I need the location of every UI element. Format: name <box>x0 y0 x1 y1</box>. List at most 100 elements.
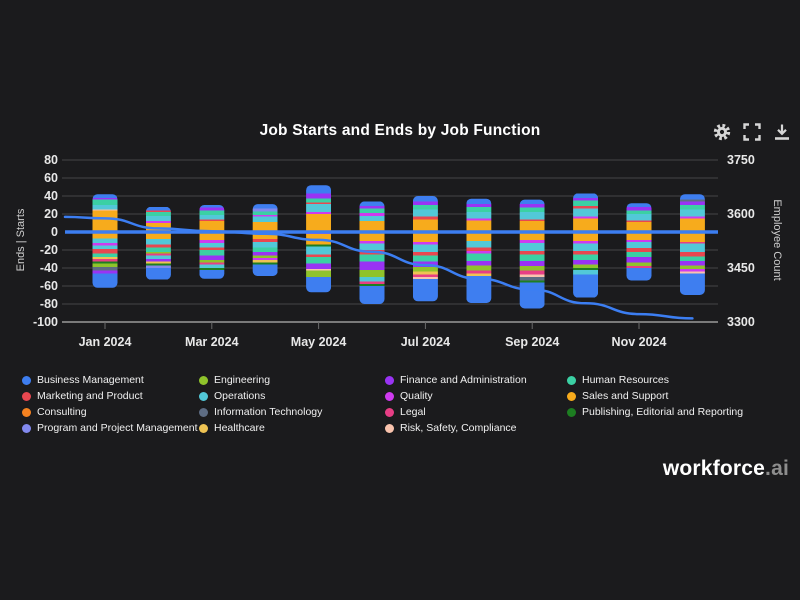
bar-segment[interactable] <box>679 201 705 205</box>
bar-segment[interactable] <box>199 264 225 268</box>
bar-segment[interactable] <box>252 247 278 252</box>
bar-segment[interactable] <box>412 241 438 245</box>
bar-segment[interactable] <box>679 268 705 272</box>
bar-segment[interactable] <box>573 254 599 260</box>
bar-segment[interactable] <box>626 240 652 242</box>
bar-segment[interactable] <box>626 248 652 252</box>
bar-segment[interactable] <box>252 216 278 223</box>
bar-segment[interactable] <box>92 249 118 254</box>
bar-segment[interactable] <box>679 251 705 257</box>
bar-segment[interactable] <box>679 218 705 233</box>
bar-segment[interactable] <box>679 232 705 242</box>
bar-segment[interactable] <box>519 219 545 222</box>
bar-segment[interactable] <box>252 259 278 263</box>
bar-segment[interactable] <box>466 260 492 266</box>
bar-segment[interactable] <box>466 198 492 205</box>
bar-segment[interactable] <box>573 268 599 270</box>
bar-segment[interactable] <box>412 209 438 217</box>
bar-segment[interactable] <box>519 212 545 220</box>
bar-segment[interactable] <box>679 260 705 266</box>
bar-segment[interactable] <box>466 273 492 277</box>
bar-segment[interactable] <box>466 218 492 221</box>
bar-segment[interactable] <box>519 270 545 275</box>
bar-segment[interactable] <box>145 212 171 216</box>
legend-item-10[interactable]: Legal <box>385 404 527 420</box>
bar-segment[interactable] <box>199 247 225 250</box>
legend-item-4[interactable]: Engineering <box>199 372 322 388</box>
bar-segment[interactable] <box>306 202 332 205</box>
bar-segment[interactable] <box>359 277 385 282</box>
bar-segment[interactable] <box>252 239 278 242</box>
bar-segment[interactable] <box>306 246 332 255</box>
bar-segment[interactable] <box>252 222 278 232</box>
bar-segment[interactable] <box>306 198 332 203</box>
bar-segment[interactable] <box>145 263 171 266</box>
bar-segment[interactable] <box>145 244 171 248</box>
bar-segment[interactable] <box>359 215 385 222</box>
bar-segment[interactable] <box>92 261 118 264</box>
bar-segment[interactable] <box>519 204 545 208</box>
bar-Jan 2024[interactable] <box>92 194 118 288</box>
bar-segment[interactable] <box>199 268 225 270</box>
bar-segment[interactable] <box>359 269 385 277</box>
bar-segment[interactable] <box>145 247 171 252</box>
bar-segment[interactable] <box>252 258 278 260</box>
bar-segment[interactable] <box>626 262 652 267</box>
bar-segment[interactable] <box>199 255 225 260</box>
bar-segment[interactable] <box>519 199 545 205</box>
bar-segment[interactable] <box>199 242 225 248</box>
legend-item-2[interactable]: Consulting <box>22 404 198 420</box>
bar-segment[interactable] <box>679 241 705 244</box>
bar-segment[interactable] <box>145 251 171 254</box>
bar-segment[interactable] <box>679 216 705 219</box>
bar-segment[interactable] <box>92 270 118 274</box>
bar-segment[interactable] <box>466 206 492 213</box>
bar-segment[interactable] <box>412 244 438 252</box>
bar-segment[interactable] <box>412 278 438 302</box>
bar-segment[interactable] <box>199 240 225 243</box>
bar-segment[interactable] <box>519 282 545 309</box>
bar-segment[interactable] <box>92 259 118 262</box>
bar-segment[interactable] <box>412 219 438 232</box>
bar-segment[interactable] <box>145 206 171 211</box>
bar-segment[interactable] <box>679 243 705 252</box>
bar-segment[interactable] <box>306 212 332 214</box>
bar-segment[interactable] <box>519 274 545 277</box>
bar-segment[interactable] <box>573 241 599 244</box>
bar-segment[interactable] <box>306 204 332 213</box>
bar-segment[interactable] <box>519 260 545 267</box>
bar-segment[interactable] <box>412 277 438 279</box>
bar-segment[interactable] <box>359 286 385 304</box>
bar-segment[interactable] <box>252 264 278 277</box>
legend-item-0[interactable]: Business Management <box>22 372 198 388</box>
bar-segment[interactable] <box>359 205 385 209</box>
bar-segment[interactable] <box>573 208 599 217</box>
bar-Jul 2024[interactable] <box>412 196 438 302</box>
legend-item-9[interactable]: Quality <box>385 388 527 404</box>
bar-segment[interactable] <box>252 204 278 209</box>
bar-segment[interactable] <box>199 262 225 265</box>
bar-segment[interactable] <box>412 196 438 202</box>
bar-segment[interactable] <box>359 241 385 244</box>
bar-Mar 2024[interactable] <box>199 205 225 279</box>
download-button[interactable] <box>771 121 792 142</box>
bar-segment[interactable] <box>359 208 385 214</box>
bar-segment[interactable] <box>573 216 599 219</box>
legend-item-11[interactable]: Risk, Safety, Compliance <box>385 420 527 436</box>
bar-segment[interactable] <box>145 210 171 213</box>
bar-segment[interactable] <box>145 253 171 256</box>
bar-segment[interactable] <box>252 214 278 217</box>
bar-segment[interactable] <box>199 250 225 256</box>
bar-segment[interactable] <box>199 210 225 215</box>
bar-segment[interactable] <box>92 197 118 200</box>
bar-segment[interactable] <box>412 205 438 210</box>
bar-segment[interactable] <box>573 200 599 206</box>
bar-segment[interactable] <box>573 197 599 201</box>
bar-segment[interactable] <box>626 214 652 221</box>
bar-segment[interactable] <box>306 214 332 232</box>
bar-segment[interactable] <box>199 205 225 208</box>
bar-Oct 2024[interactable] <box>573 193 599 298</box>
bar-segment[interactable] <box>199 207 225 211</box>
bar-Apr 2024[interactable] <box>252 204 278 277</box>
bar-segment[interactable] <box>92 263 118 268</box>
